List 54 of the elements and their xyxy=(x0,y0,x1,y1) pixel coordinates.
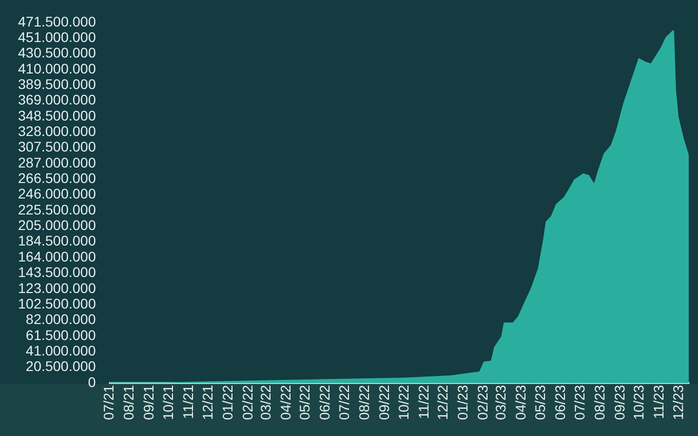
y-tick-label: 287.000.000 xyxy=(18,154,96,170)
y-tick-label: 143.500.000 xyxy=(18,264,96,280)
y-tick-label: 184.500.000 xyxy=(18,232,96,249)
x-tick-label: 01/23 xyxy=(454,384,471,420)
y-tick-label: 471.500.000 xyxy=(18,13,96,30)
y-tick-label: 348.500.000 xyxy=(18,107,96,124)
x-tick-label: 05/22 xyxy=(296,384,313,420)
x-tick-label: 01/22 xyxy=(219,384,236,420)
x-tick-label: 12/21 xyxy=(199,384,216,420)
x-tick-label: 10/22 xyxy=(395,384,412,420)
x-tick-label: 05/23 xyxy=(532,384,548,420)
y-tick-label: 328.000.000 xyxy=(18,122,96,139)
x-tick-label: 04/23 xyxy=(512,384,529,420)
y-tick-label: 430.500.000 xyxy=(18,44,96,61)
x-tick-label: 06/22 xyxy=(316,384,333,420)
x-tick-label: 02/23 xyxy=(474,384,491,420)
x-tick-label: 11/21 xyxy=(180,384,196,419)
x-tick-label: 08/23 xyxy=(591,384,608,420)
y-tick-label: 246.000.000 xyxy=(18,186,96,202)
y-tick-label: 389.500.000 xyxy=(18,76,96,92)
y-tick-label: 20.500.000 xyxy=(26,358,96,374)
x-tick-label: 02/22 xyxy=(239,384,256,420)
y-tick-label: 410.000.000 xyxy=(18,60,96,76)
y-tick-label: 61.500.000 xyxy=(26,326,96,343)
y-tick-label: 123.000.000 xyxy=(18,280,96,296)
x-tick-label: 09/23 xyxy=(611,384,628,420)
x-tick-label: 07/22 xyxy=(336,384,352,420)
y-tick-label: 266.500.000 xyxy=(18,170,96,186)
x-tick-label: 12/22 xyxy=(434,384,451,420)
y-tick-label: 205.000.000 xyxy=(18,217,96,234)
x-tick-label: 03/23 xyxy=(492,384,509,420)
x-tick-label: 11/23 xyxy=(650,384,667,419)
y-tick-label: 451.000.000 xyxy=(18,28,96,45)
x-tick-label: 03/22 xyxy=(257,384,274,420)
y-tick-label: 164.000.000 xyxy=(18,248,96,264)
y-tick-label: 307.500.000 xyxy=(18,138,96,155)
x-tick-label: 11/22 xyxy=(415,384,432,419)
x-tick-label: 06/23 xyxy=(552,384,568,420)
y-tick-label: 369.000.000 xyxy=(18,92,96,108)
x-tick-label: 07/21 xyxy=(100,384,117,420)
y-tick-label: 0 xyxy=(88,374,96,390)
x-tick-label: 09/21 xyxy=(140,384,157,420)
x-tick-label: 08/22 xyxy=(356,384,372,420)
x-tick-label: 09/22 xyxy=(376,384,392,420)
x-tick-label: 12/23 xyxy=(670,384,686,420)
y-tick-label: 82.000.000 xyxy=(26,311,96,328)
x-tick-label: 08/21 xyxy=(120,384,137,420)
x-tick-label: 04/22 xyxy=(277,384,294,420)
y-tick-label: 225.500.000 xyxy=(18,201,96,218)
y-tick-label: 41.000.000 xyxy=(26,342,96,358)
x-tick-label: 07/23 xyxy=(571,384,588,420)
y-tick-label: 102.500.000 xyxy=(18,295,96,312)
x-tick-label: 10/21 xyxy=(160,384,176,420)
x-tick-label: 10/23 xyxy=(630,384,647,420)
